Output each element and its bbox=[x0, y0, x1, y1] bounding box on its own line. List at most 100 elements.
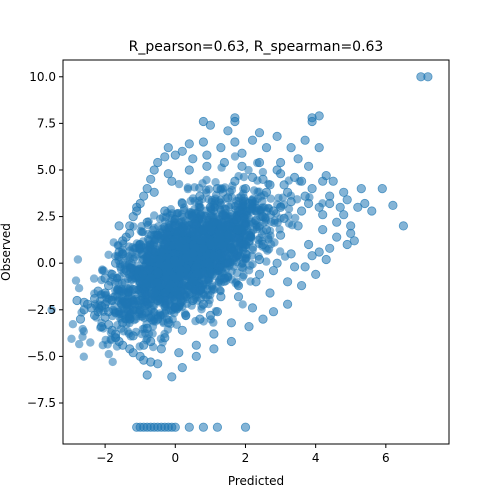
density-point bbox=[86, 338, 95, 347]
y-axis-label: Observed bbox=[0, 223, 13, 281]
data-point bbox=[279, 213, 289, 223]
data-point bbox=[174, 348, 184, 358]
data-point bbox=[258, 239, 268, 250]
data-point bbox=[275, 230, 286, 240]
data-point bbox=[177, 146, 187, 156]
density-point bbox=[255, 205, 264, 214]
data-point bbox=[233, 292, 244, 302]
data-point bbox=[104, 280, 114, 291]
data-point bbox=[188, 295, 198, 306]
data-point bbox=[303, 161, 314, 171]
density-point bbox=[176, 270, 185, 280]
y-tick-label: 10.0 bbox=[29, 70, 56, 84]
data-point bbox=[268, 265, 279, 276]
density-point bbox=[275, 247, 285, 256]
density-point bbox=[248, 260, 257, 269]
data-point bbox=[268, 307, 279, 317]
data-point bbox=[247, 135, 258, 145]
data-point bbox=[226, 210, 236, 220]
data-point bbox=[328, 176, 338, 186]
data-point bbox=[219, 273, 229, 283]
data-point bbox=[195, 191, 205, 201]
data-point bbox=[205, 310, 215, 320]
data-point bbox=[184, 139, 194, 149]
data-point bbox=[342, 239, 352, 250]
data-point bbox=[216, 234, 226, 244]
data-point bbox=[153, 267, 163, 278]
data-point bbox=[118, 318, 128, 328]
data-point bbox=[118, 286, 128, 296]
data-point bbox=[118, 340, 128, 350]
data-point bbox=[160, 206, 170, 216]
data-point bbox=[191, 230, 201, 240]
points-layer bbox=[47, 72, 433, 432]
plot-frame bbox=[62, 59, 450, 445]
density-point bbox=[235, 206, 244, 215]
data-point bbox=[307, 251, 317, 261]
data-point bbox=[332, 232, 342, 242]
data-point bbox=[191, 351, 201, 361]
data-point bbox=[153, 157, 163, 168]
data-point bbox=[261, 225, 272, 235]
density-point bbox=[214, 197, 224, 206]
x-tick-label: 0 bbox=[171, 451, 179, 465]
y-tick-label: 5.0 bbox=[37, 163, 56, 177]
data-point bbox=[226, 336, 236, 347]
density-point bbox=[218, 211, 228, 220]
data-point bbox=[275, 157, 286, 168]
data-point bbox=[318, 210, 328, 220]
data-point bbox=[289, 172, 300, 182]
data-point bbox=[170, 258, 180, 268]
data-point bbox=[254, 128, 265, 138]
density-point bbox=[248, 245, 257, 255]
data-point bbox=[205, 202, 215, 212]
data-point bbox=[318, 225, 328, 235]
data-point bbox=[244, 236, 254, 246]
data-point bbox=[314, 143, 324, 153]
data-point bbox=[212, 307, 222, 317]
data-point bbox=[321, 254, 331, 265]
density-point bbox=[238, 300, 247, 309]
data-point bbox=[100, 299, 110, 309]
data-point bbox=[233, 225, 244, 235]
density-point bbox=[217, 222, 226, 231]
data-point bbox=[332, 217, 342, 227]
data-point bbox=[142, 217, 152, 227]
data-point bbox=[230, 116, 240, 127]
density-point bbox=[127, 275, 136, 284]
data-point bbox=[275, 202, 286, 212]
data-point bbox=[282, 187, 293, 197]
density-point bbox=[114, 278, 123, 288]
data-point bbox=[142, 370, 152, 380]
data-point bbox=[223, 230, 233, 240]
data-point bbox=[205, 120, 215, 130]
density-point bbox=[75, 339, 84, 349]
density-point bbox=[196, 268, 205, 278]
data-point bbox=[128, 284, 138, 294]
density-point bbox=[291, 213, 300, 223]
data-point bbox=[300, 191, 310, 201]
y-axis: −7.5 −5.0 −2.5 0.0 2.5 5.0 7.5 10.0 bbox=[27, 70, 63, 410]
data-point bbox=[342, 195, 352, 205]
density-point bbox=[247, 207, 256, 216]
density-point bbox=[284, 204, 294, 213]
data-point bbox=[142, 323, 152, 333]
data-point bbox=[212, 422, 222, 432]
density-point bbox=[173, 209, 182, 218]
data-point bbox=[209, 329, 219, 339]
density-point bbox=[98, 266, 107, 275]
data-point bbox=[209, 344, 219, 354]
data-point bbox=[139, 254, 149, 265]
density-point bbox=[255, 187, 264, 196]
data-point bbox=[184, 280, 194, 291]
density-point bbox=[194, 290, 203, 299]
data-point bbox=[303, 198, 314, 209]
data-point bbox=[230, 137, 240, 147]
y-tick-label: −5.0 bbox=[27, 349, 56, 363]
data-point bbox=[163, 318, 173, 328]
x-tick-label: 6 bbox=[382, 451, 390, 465]
data-point bbox=[226, 318, 236, 328]
data-point bbox=[303, 239, 314, 250]
data-point bbox=[240, 184, 251, 194]
